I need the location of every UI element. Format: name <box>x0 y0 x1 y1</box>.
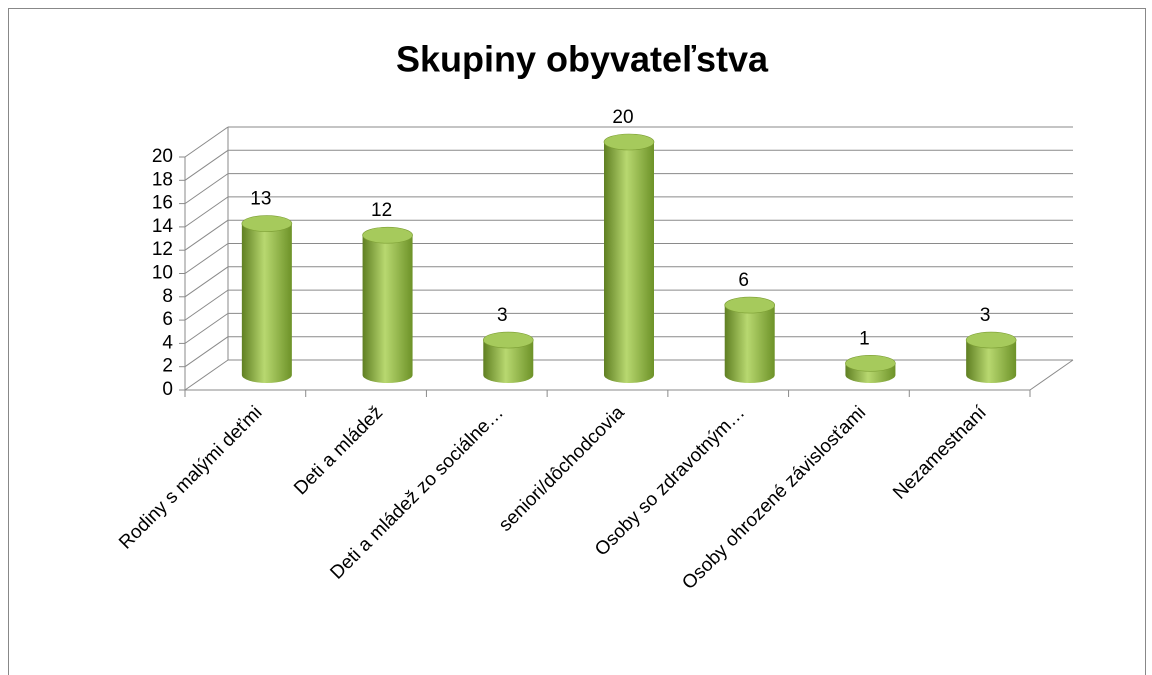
y-tick-label: 8 <box>162 286 173 307</box>
floor-edge <box>1029 359 1074 391</box>
bar-top <box>845 355 896 372</box>
bar <box>724 296 776 383</box>
bar-top <box>724 296 776 314</box>
y-tick-label: 2 <box>162 356 173 377</box>
x-tick-label: Deti a mládež <box>290 402 387 499</box>
bar-body <box>241 223 292 383</box>
grid-line <box>184 289 229 321</box>
bar <box>965 331 1017 383</box>
bar <box>482 331 534 383</box>
data-label: 6 <box>738 270 749 291</box>
y-tick-label: 20 <box>152 146 173 167</box>
data-label: 3 <box>497 305 508 326</box>
y-tick-label: 4 <box>162 332 173 353</box>
data-label: 3 <box>980 305 991 326</box>
bar <box>241 215 293 383</box>
bar-body <box>724 305 775 383</box>
data-label: 20 <box>612 107 633 128</box>
bar-top <box>362 226 413 244</box>
bar-body <box>966 340 1017 383</box>
bar-top <box>603 133 655 151</box>
grid-line <box>184 359 229 391</box>
x-tick-label: Nezamestnaní <box>889 402 991 504</box>
y-tick-label: 14 <box>152 216 174 237</box>
bar-top <box>482 331 534 349</box>
grid-line <box>184 219 229 251</box>
y-tick-label: 0 <box>162 379 173 400</box>
data-label: 12 <box>371 200 392 221</box>
y-tick-label: 16 <box>152 193 173 214</box>
x-tick-label: seniori/dôchodcovia <box>495 402 629 536</box>
grid-line <box>184 312 229 344</box>
grid-line <box>184 266 229 298</box>
bar-top <box>241 215 293 232</box>
bar-body <box>362 235 413 383</box>
bar <box>362 226 413 383</box>
bar-top <box>965 331 1017 349</box>
grid-line <box>184 336 229 368</box>
data-label: 1 <box>859 328 870 349</box>
y-tick-label: 10 <box>152 263 173 284</box>
grid-line <box>184 196 229 228</box>
grid-line <box>184 173 229 205</box>
y-tick-label: 12 <box>152 239 173 260</box>
grid-line <box>184 126 229 158</box>
bar-body <box>604 142 654 383</box>
bar <box>603 133 655 383</box>
data-label: 13 <box>250 189 271 210</box>
chart-frame <box>8 8 1146 675</box>
y-tick-label: 18 <box>152 169 173 190</box>
chart-title: Skupiny obyvateľstva <box>396 39 769 80</box>
grid-line <box>184 243 229 274</box>
x-tick-label: Rodiny s malými deťmi <box>115 402 266 553</box>
bar <box>845 355 896 383</box>
grid-line <box>184 149 229 181</box>
bar-body <box>483 340 534 383</box>
y-tick-label: 6 <box>162 309 173 330</box>
